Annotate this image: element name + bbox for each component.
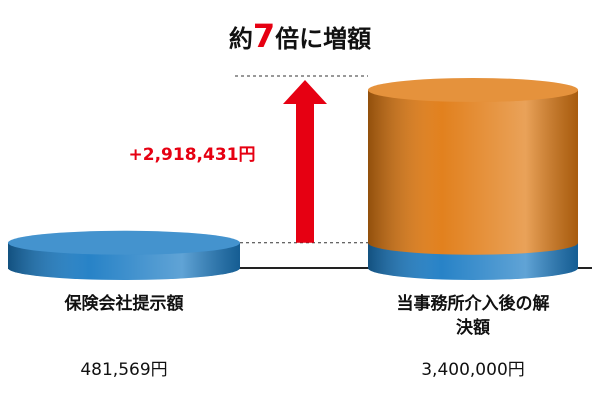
segment-top-light [368, 78, 578, 102]
title: 約7倍に増額 [229, 17, 371, 55]
segment-shade [368, 90, 578, 255]
category-label: 保険会社提示額 [64, 294, 184, 314]
cylinder-segment [8, 230, 240, 280]
cylinder-segment [368, 78, 578, 255]
total-label: 3,400,000円 [421, 360, 525, 380]
total-label: 481,569円 [80, 360, 168, 380]
title-part: 7 [253, 17, 275, 55]
increase-label: +2,918,431円 [129, 145, 256, 165]
title-part: 約 [229, 25, 253, 53]
segment-top-light [8, 230, 240, 255]
title-part: 倍に増額 [275, 25, 371, 53]
segment-top [8, 230, 240, 255]
category-label: 当事務所介入後の解決額 [396, 294, 550, 338]
increase-arrow [283, 80, 327, 243]
segment-top [368, 78, 578, 102]
